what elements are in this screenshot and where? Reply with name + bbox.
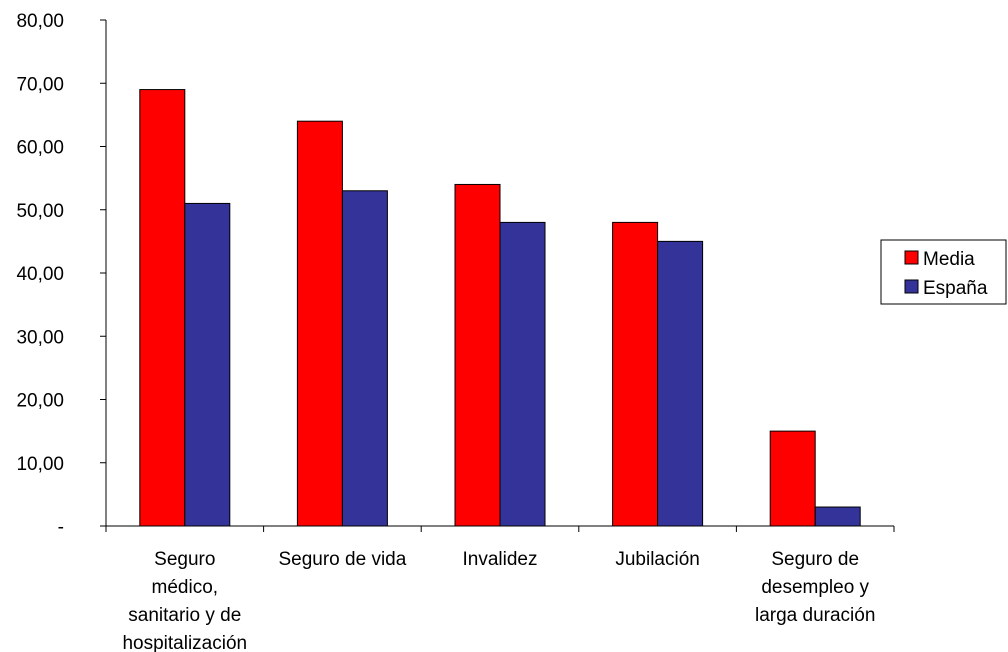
bar-media — [454, 183, 501, 527]
x-tick-label: Invalidez — [463, 549, 538, 570]
y-tick-label: 70,00 — [16, 74, 64, 95]
bar-espana — [499, 221, 546, 527]
bar-media — [296, 120, 343, 527]
legend-swatch — [904, 279, 919, 294]
y-tick-label: 40,00 — [16, 264, 64, 285]
x-tick-label: Jubilación — [615, 549, 700, 570]
bar-espana — [341, 190, 388, 527]
y-axis: - 10,00 20,00 30,00 40,00 50,00 60,00 70,00 80,0… — [16, 11, 107, 538]
bar-espana — [657, 240, 704, 527]
y-tick-label: 60,00 — [16, 138, 64, 159]
legend: Media España — [880, 239, 1007, 305]
x-tick-label: Seguro de desempleo y larga duración — [755, 549, 875, 626]
bar-espana — [814, 506, 861, 527]
y-tick-label: 10,00 — [16, 454, 64, 475]
bar-espana — [184, 202, 231, 527]
x-tick-label: Seguro de vida — [278, 549, 406, 570]
legend-label: España — [923, 278, 988, 299]
bar-media — [769, 430, 816, 527]
y-tick-label: 20,00 — [16, 391, 64, 412]
y-tick-label: 50,00 — [16, 201, 64, 222]
bar-media — [139, 89, 186, 527]
y-tick-label: 80,00 — [16, 11, 64, 32]
x-axis: Seguro médico, sanitario y de hospitalizaci… — [105, 525, 895, 652]
legend-swatch — [904, 250, 919, 265]
y-tick-label: 30,00 — [16, 327, 64, 348]
legend-box — [880, 239, 1007, 305]
y-tick-label: - — [58, 517, 64, 538]
legend-label: Media — [923, 249, 975, 270]
x-tick-label: Seguro médico, sanitario y de hospitalizaci… — [122, 549, 247, 652]
bar-media — [612, 221, 659, 527]
bars — [139, 89, 861, 527]
